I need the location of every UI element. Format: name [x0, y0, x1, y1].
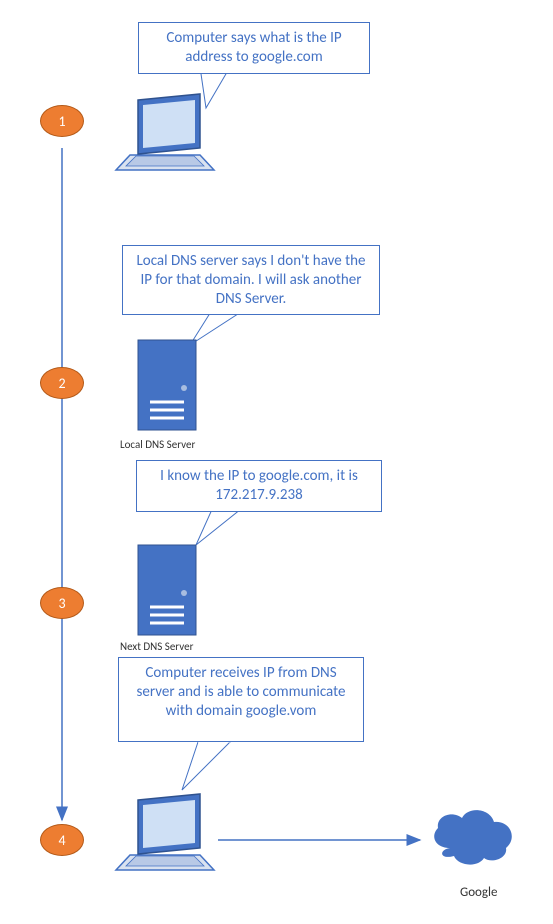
step-badge-1: 1: [40, 105, 84, 137]
callout-2: Local DNS server says I don't have the I…: [122, 245, 380, 315]
cloud-label: Google: [460, 885, 497, 900]
callout-3: I know the IP to google.com, it is 172.2…: [136, 460, 382, 512]
icon-label-3: Next DNS Server: [120, 640, 193, 653]
icon-label-2: Local DNS Server: [120, 438, 195, 451]
callout-1: Computer says what is the IP address to …: [138, 22, 370, 74]
callout-4: Computer receives IP from DNS server and…: [118, 657, 364, 742]
step-badge-4: 4: [40, 824, 84, 856]
step-badge-3: 3: [40, 587, 84, 619]
step-badge-2: 2: [40, 367, 84, 399]
